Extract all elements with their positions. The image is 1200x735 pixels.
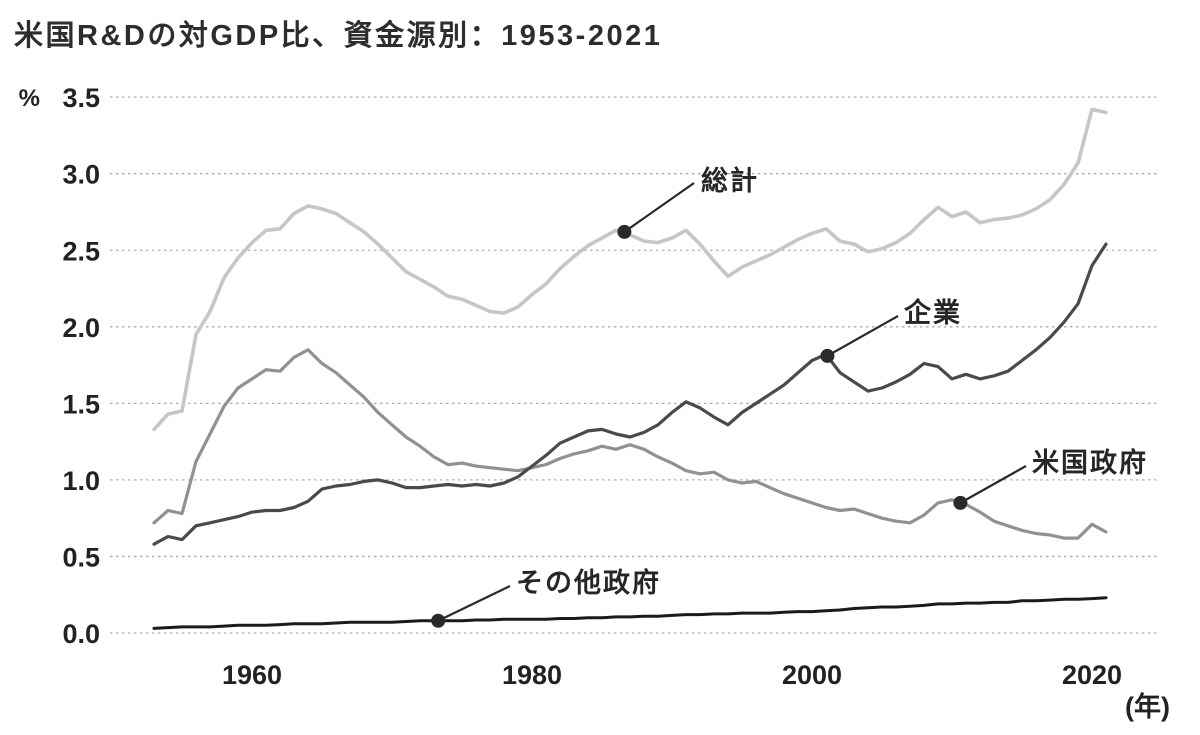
annotation-dot-0 — [617, 224, 632, 239]
y-tick-label-3.5: 3.5 — [62, 83, 100, 113]
y-tick-label-3.0: 3.0 — [62, 160, 100, 190]
series-line-1 — [152, 348, 1108, 540]
series-line-0 — [152, 107, 1108, 432]
annotation-connector-1 — [826, 315, 899, 357]
annotation-label-3: その他政府 — [516, 567, 661, 598]
annotation-dot-3 — [431, 613, 446, 628]
x-tick-label-1980: 1980 — [502, 660, 562, 690]
annotation-label-0: 総計 — [701, 165, 759, 196]
y-tick-label-0.5: 0.5 — [62, 542, 100, 572]
annotation-connector-2 — [959, 465, 1027, 504]
series-line-2 — [152, 242, 1108, 546]
y-tick-label-1.5: 1.5 — [62, 389, 100, 419]
chart-title: 米国R&Dの対GDP比、資金源別：1953-2021 — [14, 20, 663, 52]
x-tick-label-2000: 2000 — [782, 660, 842, 690]
y-tick-label-0.0: 0.0 — [62, 619, 100, 649]
y-tick-label-2.5: 2.5 — [62, 236, 100, 266]
x-tick-label-1960: 1960 — [222, 660, 282, 690]
y-tick-label-1.0: 1.0 — [62, 466, 100, 496]
annotation-dot-1 — [820, 348, 835, 363]
annotation-label-2: 米国政府 — [1032, 447, 1148, 478]
annotation-connector-0 — [623, 182, 695, 233]
x-axis-unit-label: (年) — [1125, 691, 1170, 722]
series-line-3 — [152, 596, 1108, 630]
x-tick-label-2020: 2020 — [1062, 660, 1122, 690]
y-tick-label-2.0: 2.0 — [62, 313, 100, 343]
annotation-dot-2 — [953, 495, 968, 510]
y-axis-unit-label: % — [19, 85, 40, 112]
annotation-connector-3 — [437, 585, 511, 622]
annotation-label-1: 企業 — [904, 297, 962, 328]
